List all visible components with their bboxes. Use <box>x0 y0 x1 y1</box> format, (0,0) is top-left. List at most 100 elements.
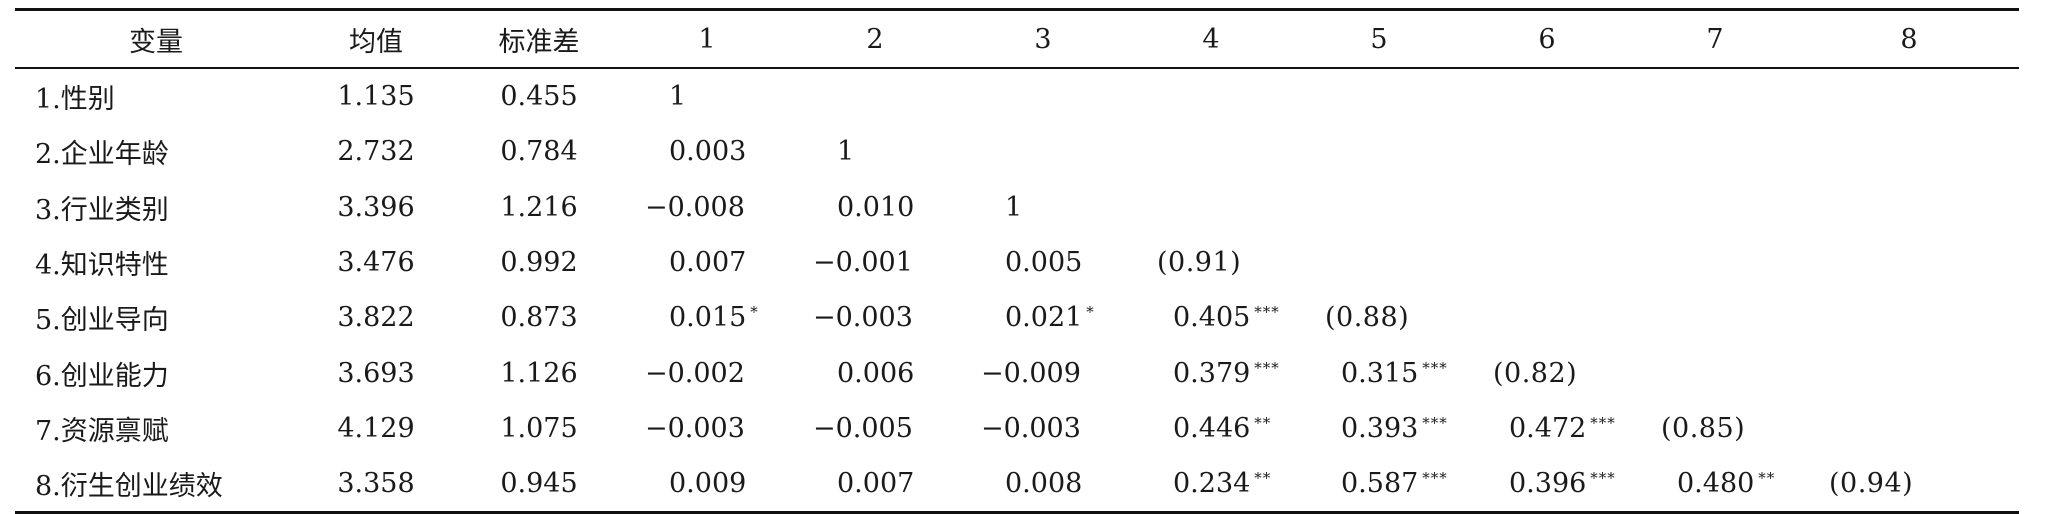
significance-marker: *** <box>1422 358 1448 377</box>
correlation-value: 1 <box>669 81 687 113</box>
header-mean: 均值 <box>349 26 403 58</box>
correlation-value: 1 <box>837 136 855 168</box>
table-row: 8.衍生创业绩效 3.358 0.945 0.009 0.007 0.008 0.234 **… <box>15 456 2019 513</box>
empty-cell <box>959 124 1127 179</box>
correlation-cell: 0.480 ** <box>1631 456 1799 513</box>
correlation-value: 0.009 <box>669 468 747 500</box>
empty-cell <box>1799 290 2019 345</box>
variable-name: 4.知识特性 <box>35 250 169 282</box>
empty-cell <box>1463 235 1631 290</box>
significance-marker: *** <box>1590 469 1616 488</box>
significance-marker: ** <box>1254 469 1272 488</box>
correlation-cell: 0.007 <box>791 456 959 513</box>
header-variable: 变量 <box>129 26 183 58</box>
correlation-cell: 0.015 * <box>623 290 791 345</box>
correlation-value: −0.001 <box>813 247 913 279</box>
significance-marker: *** <box>1422 469 1448 488</box>
correlation-cell: 0.006 <box>791 345 959 400</box>
significance-marker: * <box>1086 303 1095 322</box>
variable-name: 8.衍生创业绩效 <box>35 471 223 503</box>
correlation-value: 0.010 <box>837 191 915 223</box>
correlation-value: 0.005 <box>1005 247 1083 279</box>
sd-value: 0.945 <box>500 468 578 500</box>
correlation-value: −0.003 <box>645 412 745 444</box>
header-col-1: 1 <box>698 23 716 55</box>
correlation-value: (0.85) <box>1661 412 1746 444</box>
header-col-8: 8 <box>1900 23 1918 55</box>
correlation-value: −0.005 <box>813 412 913 444</box>
correlation-value: 0.008 <box>1005 468 1083 500</box>
correlation-cell: 0.472 *** <box>1463 401 1631 456</box>
header-col-3: 3 <box>1034 23 1052 55</box>
correlation-cell: 0.005 <box>959 235 1127 290</box>
empty-cell <box>1127 124 1295 179</box>
correlation-cell: 0.009 <box>623 456 791 513</box>
header-col-7: 7 <box>1706 23 1724 55</box>
correlation-value: 0.379 <box>1173 357 1251 389</box>
correlation-cell: −0.003 <box>623 401 791 456</box>
sd-value: 1.075 <box>500 412 578 444</box>
table-row: 5.创业导向 3.822 0.873 0.015 * −0.003 0.021 * 0.405 *… <box>15 290 2019 345</box>
variable-name: 1.性别 <box>35 84 115 116</box>
significance-marker: ** <box>1254 413 1272 432</box>
correlation-cell: 0.379 *** <box>1127 345 1295 400</box>
sd-value: 1.126 <box>500 357 578 389</box>
correlation-value: 0.396 <box>1509 468 1587 500</box>
variable-name: 7.资源禀赋 <box>35 415 169 447</box>
significance-marker: *** <box>1422 413 1448 432</box>
correlation-value: −0.003 <box>813 302 913 334</box>
mean-value: 2.732 <box>337 136 415 168</box>
correlation-value: (0.91) <box>1157 247 1242 279</box>
empty-cell <box>1631 235 1799 290</box>
correlation-value: 0.393 <box>1341 412 1419 444</box>
correlation-value: (0.88) <box>1325 302 1410 334</box>
correlation-value: −0.003 <box>981 412 1081 444</box>
variable-name: 2.企业年龄 <box>35 139 169 171</box>
correlation-cell: (0.82) <box>1463 345 1631 400</box>
table-row: 6.创业能力 3.693 1.126 −0.002 0.006 −0.009 0.379 **… <box>15 345 2019 400</box>
correlation-value: −0.002 <box>645 357 745 389</box>
empty-cell <box>1295 235 1463 290</box>
empty-cell <box>1631 345 1799 400</box>
header-col-2: 2 <box>866 23 884 55</box>
correlation-cell: −0.001 <box>791 235 959 290</box>
correlation-cell: −0.009 <box>959 345 1127 400</box>
correlation-table: 变量 均值 标准差 1 2 3 4 5 6 7 8 1.性别 1.135 0.455… <box>15 8 2019 514</box>
sd-value: 0.455 <box>500 81 578 113</box>
significance-marker: *** <box>1254 303 1280 322</box>
empty-cell <box>791 68 959 124</box>
correlation-value: 0.003 <box>669 136 747 168</box>
sd-value: 1.216 <box>500 191 578 223</box>
mean-value: 4.129 <box>337 412 415 444</box>
empty-cell <box>1799 345 2019 400</box>
correlation-cell: 0.393 *** <box>1295 401 1463 456</box>
correlation-cell: 0.008 <box>959 456 1127 513</box>
correlation-value: (0.82) <box>1493 357 1578 389</box>
empty-cell <box>1631 290 1799 345</box>
empty-cell <box>1463 124 1631 179</box>
empty-cell <box>1799 235 2019 290</box>
correlation-cell: 0.315 *** <box>1295 345 1463 400</box>
empty-cell <box>1463 290 1631 345</box>
correlation-value: 0.472 <box>1509 412 1587 444</box>
empty-cell <box>1799 124 2019 179</box>
mean-value: 3.822 <box>337 302 415 334</box>
correlation-cell: (0.94) <box>1799 456 2019 513</box>
empty-cell <box>1295 124 1463 179</box>
correlation-cell: 0.234 ** <box>1127 456 1295 513</box>
correlation-cell: 0.007 <box>623 235 791 290</box>
correlation-cell: 0.446 ** <box>1127 401 1295 456</box>
correlation-cell: 0.010 <box>791 180 959 235</box>
correlation-cell: −0.005 <box>791 401 959 456</box>
correlation-cell: (0.88) <box>1295 290 1463 345</box>
table-body: 1.性别 1.135 0.455 1 2.企业年龄 2.732 0.784 0.003 1 3.行… <box>15 68 2019 513</box>
empty-cell <box>1631 124 1799 179</box>
empty-cell <box>1463 68 1631 124</box>
correlation-value: −0.009 <box>981 357 1081 389</box>
correlation-cell: (0.91) <box>1127 235 1295 290</box>
correlation-value: −0.008 <box>645 191 745 223</box>
correlation-cell: (0.85) <box>1631 401 1799 456</box>
empty-cell <box>1799 68 2019 124</box>
correlation-value: (0.94) <box>1829 468 1914 500</box>
mean-value: 3.476 <box>337 247 415 279</box>
